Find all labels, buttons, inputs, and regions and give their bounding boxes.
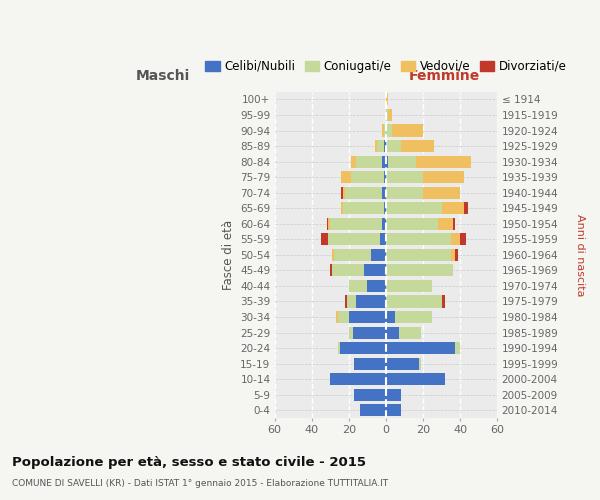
Bar [455,342,460,354]
Bar [386,373,445,386]
Bar [343,202,384,214]
Bar [384,140,386,152]
Bar [386,326,399,338]
Bar [356,296,386,308]
Bar [336,311,338,323]
Bar [332,249,334,261]
Bar [386,218,438,230]
Bar [347,296,356,308]
Text: Maschi: Maschi [136,70,190,84]
Bar [453,218,455,230]
Bar [326,218,328,230]
Bar [386,109,388,121]
Bar [386,280,433,292]
Bar [328,218,331,230]
Legend: Celibi/Nubili, Coniugati/e, Vedovi/e, Divorziati/e: Celibi/Nubili, Coniugati/e, Vedovi/e, Di… [200,55,571,78]
Bar [382,186,386,198]
Bar [380,233,386,245]
Bar [384,202,386,214]
Bar [364,264,386,276]
Bar [331,373,386,386]
Bar [334,249,371,261]
Bar [341,202,343,214]
Bar [340,342,386,354]
Bar [399,326,421,338]
Bar [341,171,351,183]
Bar [395,311,433,323]
Bar [388,109,392,121]
Bar [460,233,466,245]
Bar [464,202,468,214]
Text: Popolazione per età, sesso e stato civile - 2015: Popolazione per età, sesso e stato civil… [12,456,366,469]
Bar [386,311,395,323]
Bar [338,342,340,354]
Bar [386,202,442,214]
Bar [331,218,382,230]
Bar [386,358,419,370]
Bar [345,296,347,308]
Bar [382,156,386,168]
Bar [386,264,453,276]
Bar [351,156,356,168]
Text: Femmine: Femmine [409,70,479,84]
Bar [377,140,384,152]
Bar [343,186,345,198]
Bar [401,140,434,152]
Bar [386,171,423,183]
Bar [438,218,453,230]
Bar [384,171,386,183]
Bar [328,233,380,245]
Bar [355,358,386,370]
Bar [349,311,386,323]
Bar [419,358,421,370]
Bar [442,202,464,214]
Bar [386,296,442,308]
Bar [386,140,401,152]
Bar [386,404,401,416]
Bar [442,296,445,308]
Bar [345,186,382,198]
Bar [386,342,455,354]
Bar [386,124,392,136]
Bar [351,171,384,183]
Bar [386,233,451,245]
Bar [338,311,349,323]
Bar [375,140,377,152]
Bar [332,264,364,276]
Bar [386,186,423,198]
Bar [386,94,388,106]
Y-axis label: Anni di nascita: Anni di nascita [575,214,585,296]
Bar [331,264,332,276]
Bar [384,124,386,136]
Bar [386,249,451,261]
Bar [386,388,401,401]
Bar [382,124,384,136]
Bar [355,388,386,401]
Bar [388,156,416,168]
Bar [367,280,386,292]
Bar [392,124,423,136]
Bar [455,249,458,261]
Bar [341,186,343,198]
Bar [321,233,328,245]
Bar [416,156,472,168]
Bar [451,233,460,245]
Bar [349,326,353,338]
Bar [371,249,386,261]
Bar [423,171,464,183]
Bar [451,249,455,261]
Y-axis label: Fasce di età: Fasce di età [221,220,235,290]
Text: COMUNE DI SAVELLI (KR) - Dati ISTAT 1° gennaio 2015 - Elaborazione TUTTITALIA.IT: COMUNE DI SAVELLI (KR) - Dati ISTAT 1° g… [12,479,388,488]
Bar [349,280,367,292]
Bar [423,186,460,198]
Bar [353,326,386,338]
Bar [386,156,388,168]
Bar [382,218,386,230]
Bar [360,404,386,416]
Bar [356,156,382,168]
